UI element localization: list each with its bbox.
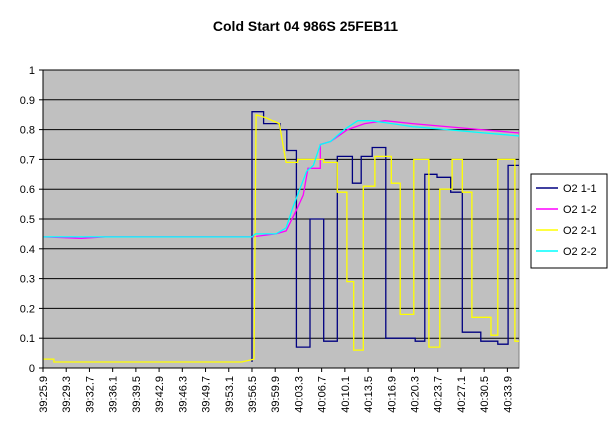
x-tick-label: 39:42.9 [154, 376, 166, 413]
x-tick-label: 39:59.9 [270, 376, 282, 413]
x-tick-label: 40:13.5 [363, 376, 375, 413]
x-tick-label: 40:06.7 [317, 376, 329, 413]
x-tick-label: 39:53.1 [224, 376, 236, 413]
legend-label: O2 2-1 [563, 225, 597, 237]
x-tick-label: 40:33.9 [502, 376, 514, 413]
x-tick-label: 39:32.7 [84, 376, 96, 413]
y-tick-label: 0.2 [20, 303, 35, 315]
y-tick-label: 0.3 [20, 274, 35, 286]
y-tick-label: 0.9 [20, 95, 35, 107]
y-tick-label: 0.1 [20, 333, 35, 345]
x-tick-label: 40:10.1 [340, 376, 352, 413]
x-tick-label: 39:46.3 [177, 376, 189, 413]
y-tick-label: 0.8 [20, 125, 35, 137]
x-tick-label: 40:03.3 [293, 376, 305, 413]
series-line-4 [43, 120, 519, 238]
y-tick-label: 0.4 [20, 244, 35, 256]
x-tick-label: 39:49.7 [201, 376, 213, 413]
x-tick-label: 40:20.3 [410, 376, 422, 413]
axes: 0 0.1 0.2 0.3 0.4 0.5 0.6 0.7 0.8 0.9 1 39:25.9 39:2… [20, 65, 519, 413]
y-tick-label: 0.5 [20, 214, 35, 226]
x-tick-label: 40:30.5 [479, 376, 491, 413]
x-tick-label: 40:16.9 [386, 376, 398, 413]
x-tick-label: 39:25.9 [38, 376, 50, 413]
chart-title: Cold Start 04 986S 25FEB11 [212, 18, 399, 34]
y-tick-label: 1 [29, 65, 35, 77]
series-group [43, 111, 519, 363]
legend-label: O2 1-2 [563, 204, 597, 216]
x-tick-label: 39:56.5 [247, 376, 259, 413]
y-tick-label: 0 [29, 363, 35, 375]
x-tick-label: 40:23.7 [433, 376, 445, 413]
legend: O2 1-1 O2 1-2 O2 2-1 O2 2-2 [530, 173, 608, 269]
series-line-1 [251, 111, 519, 362]
x-tick-label: 39:29.3 [61, 376, 73, 413]
y-tick-label: 0.7 [20, 154, 35, 166]
x-tick-label: 40:27.1 [456, 376, 468, 413]
x-tick-label: 39:36.1 [108, 376, 120, 413]
legend-box [530, 173, 608, 269]
legend-label: O2 2-2 [563, 246, 597, 258]
legend-label: O2 1-1 [563, 183, 597, 195]
series-line-3 [43, 113, 519, 363]
x-tick-label: 39:39.5 [131, 376, 143, 413]
y-tick-label: 0.6 [20, 184, 35, 196]
